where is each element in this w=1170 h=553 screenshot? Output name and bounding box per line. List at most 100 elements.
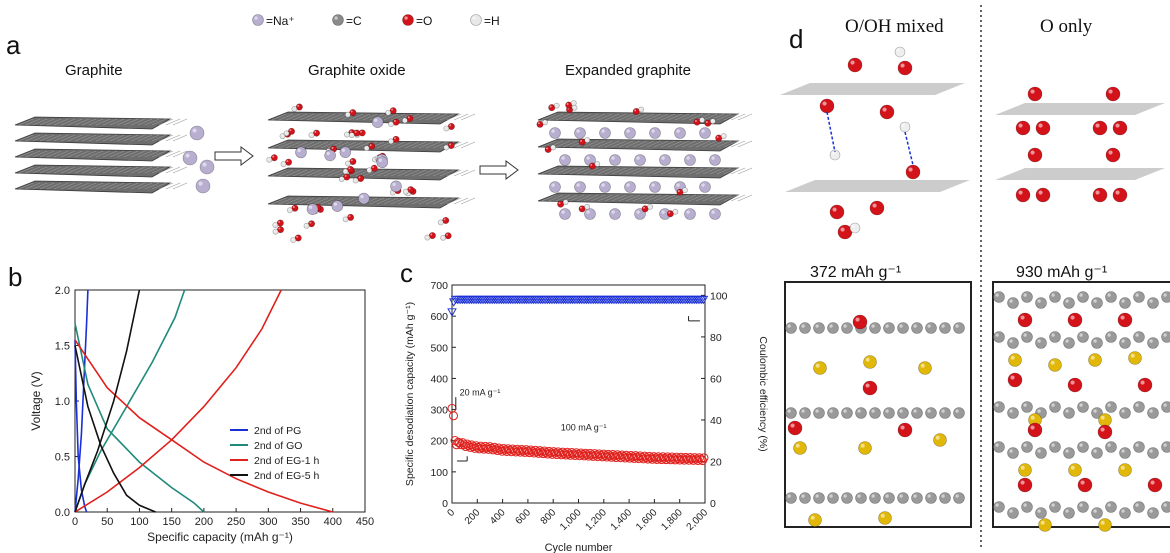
eg-hydrogen bbox=[682, 187, 688, 194]
o-only-title: O only bbox=[1040, 16, 1093, 37]
eg-na-ion bbox=[684, 208, 696, 220]
eg-sheet-0-ridge bbox=[583, 113, 599, 121]
capacity-marker bbox=[635, 451, 645, 461]
eg-sheet-1-ridge bbox=[695, 140, 711, 148]
o-box-oxygen-5-highlight bbox=[1140, 380, 1145, 385]
graphite-sheet-2-ridge bbox=[74, 150, 90, 158]
graphite-sheet-3-ridge bbox=[102, 166, 118, 174]
go-na-ion bbox=[358, 192, 370, 205]
eg-hydrogen-highlight bbox=[683, 188, 685, 191]
o-carbon-layer-3-highlight bbox=[1051, 443, 1055, 447]
eg-na-ion bbox=[709, 154, 721, 166]
eg-sheet-0-ridge bbox=[597, 113, 613, 121]
oh-box-oxygen-2-highlight bbox=[900, 425, 905, 430]
go-sheet-1-ridge bbox=[355, 141, 371, 149]
capacity-marker bbox=[490, 442, 500, 452]
oh-na-4-highlight bbox=[860, 443, 865, 448]
go-sheet-0-ridge bbox=[460, 113, 476, 121]
na-ion-1 bbox=[189, 125, 205, 141]
go-sheet-0-ridge bbox=[425, 113, 441, 121]
go-oxygen-highlight bbox=[348, 215, 351, 218]
oh-oxygen-2-highlight bbox=[822, 101, 827, 106]
eg-sheet-1-ridge bbox=[639, 140, 655, 148]
y-tick-label: 700 bbox=[430, 280, 448, 292]
graphite-sheet-4-ridge bbox=[130, 182, 146, 190]
oh-na-3-highlight bbox=[795, 443, 800, 448]
eg-na-ion-highlight bbox=[701, 183, 705, 187]
go-sheet-1-ridge bbox=[299, 141, 315, 149]
o-na-2 bbox=[1088, 353, 1102, 367]
graphite-sheet-4-ridge bbox=[25, 182, 41, 190]
eg-sheet-1-ridge bbox=[737, 140, 753, 148]
go-hydrogen-highlight bbox=[403, 118, 405, 121]
o-oxygen-0 bbox=[1015, 120, 1031, 136]
eg-sheet-3-ridge bbox=[604, 194, 620, 202]
go-sheet-0-ridge bbox=[306, 113, 322, 121]
o-carbon-layer-0-highlight bbox=[995, 293, 999, 297]
go-sheet-2-ridge bbox=[369, 169, 385, 177]
eg-sheet-0-ridge bbox=[681, 113, 697, 121]
graphite-sheet-3-ridge bbox=[18, 166, 34, 174]
eg-sheet-1-ridge bbox=[562, 140, 578, 148]
eg-hydrogen bbox=[570, 100, 577, 107]
go-sheet-0-ridge bbox=[362, 113, 378, 121]
go-hydrogen bbox=[424, 234, 431, 241]
o-oxygen-2-highlight bbox=[1095, 123, 1100, 128]
oh-hydrogen-3-highlight bbox=[851, 224, 855, 228]
eg-oxygen-highlight bbox=[677, 190, 680, 193]
go-sheet-0-ridge bbox=[313, 113, 329, 121]
o-na-1-highlight bbox=[1050, 360, 1055, 365]
capacity-marker bbox=[558, 447, 568, 457]
eg-na-ion bbox=[674, 127, 686, 139]
eg-na-ion bbox=[574, 181, 586, 193]
o-carbon-layer-1 bbox=[1035, 337, 1047, 349]
o-carbon-layer-1-highlight bbox=[1065, 339, 1069, 343]
graphite-sheet-0-ridge bbox=[88, 118, 104, 126]
go-hydrogen bbox=[440, 234, 447, 241]
go-oxygen-highlight bbox=[286, 160, 289, 163]
o-carbon-layer-3-highlight bbox=[1121, 449, 1125, 453]
go-sheet-0-ridge bbox=[411, 113, 427, 121]
go-hydrogen bbox=[402, 188, 409, 195]
legend-label-1: =C bbox=[346, 14, 362, 28]
graphite-sheet-0-ridge bbox=[144, 118, 160, 126]
o-carbon-layer-3 bbox=[1119, 447, 1131, 459]
o-carbon-layer-4 bbox=[1063, 507, 1075, 519]
go-sheet-1-ridge bbox=[397, 141, 413, 149]
go-hydrogen bbox=[344, 160, 351, 167]
o-box-oxygen-0 bbox=[1017, 312, 1033, 328]
x-tick-label: 200 bbox=[463, 507, 483, 527]
o-carbon-layer-2 bbox=[1049, 401, 1061, 413]
o-carbon-layer-3 bbox=[1133, 441, 1145, 453]
eg-na-ion-highlight bbox=[561, 156, 565, 160]
go-sheet-0-ridge bbox=[271, 113, 287, 121]
oh-carbon-layer-2-highlight bbox=[829, 494, 833, 498]
panel-c-label: c bbox=[400, 258, 413, 288]
go-hydrogen-highlight bbox=[441, 236, 443, 238]
graphite-sheet-4-ridge bbox=[109, 182, 125, 190]
eg-sheet-2-ridge bbox=[646, 167, 662, 175]
go-sheet-2-ridge bbox=[299, 169, 315, 177]
o-carbon-layer-1-highlight bbox=[1135, 333, 1139, 337]
go-hydrogen-highlight bbox=[343, 217, 346, 220]
o-carbon-layer-2-highlight bbox=[1037, 409, 1041, 413]
graphite-sheet-4-ridge bbox=[95, 182, 111, 190]
oh-carbon-layer-0 bbox=[869, 322, 881, 334]
o-box-oxygen-4 bbox=[1067, 377, 1083, 393]
capacity-marker bbox=[562, 447, 572, 457]
o-carbon-layer-4-highlight bbox=[1023, 503, 1027, 507]
go-sheet-3-ridge bbox=[327, 197, 343, 205]
x-axis-label: Specific capacity (mAh g⁻¹) bbox=[147, 530, 293, 544]
o-carbon-layer-0-highlight bbox=[1093, 299, 1097, 303]
eg-na-ion-highlight bbox=[676, 129, 680, 133]
x-tick-label: 450 bbox=[356, 516, 374, 528]
o-na-10-highlight bbox=[1100, 520, 1105, 525]
oh-box-oxygen-3 bbox=[862, 380, 878, 396]
eg-na-ion bbox=[709, 208, 721, 220]
o-oxygen-3-highlight bbox=[1115, 123, 1120, 128]
graphite-sheet-1-ridge bbox=[60, 134, 76, 142]
oh-hydrogen-0 bbox=[894, 46, 906, 58]
oh-na-1-highlight bbox=[865, 357, 870, 362]
o-carbon-layer-3 bbox=[1035, 447, 1047, 459]
go-sheet-0-ridge bbox=[383, 113, 399, 121]
